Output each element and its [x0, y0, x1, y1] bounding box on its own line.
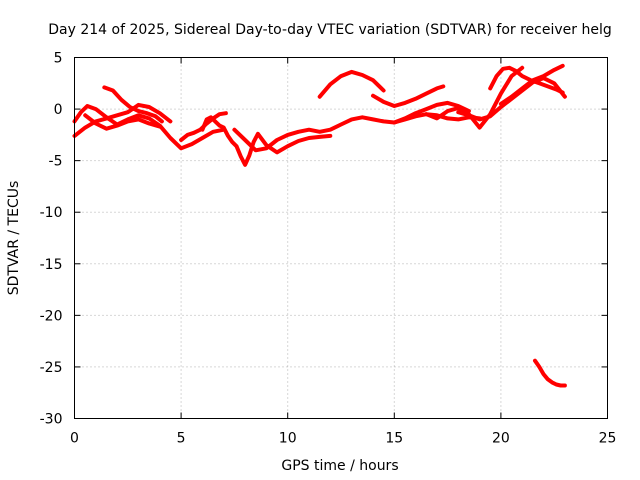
series-line-sat-track-14	[488, 65, 565, 95]
series-line-sat-track-1	[72, 104, 226, 151]
series-line-sat-track-8	[317, 69, 386, 99]
y-tick-label: -20	[40, 308, 63, 324]
x-tick-label: 0	[70, 431, 79, 447]
series-line-sat-track-15	[533, 358, 567, 388]
tick-marks	[74, 57, 608, 419]
x-tick-label: 15	[385, 431, 403, 447]
x-tick-label: 5	[177, 431, 186, 447]
series-line-sat-track-2	[72, 102, 173, 138]
y-tick-label: -10	[40, 205, 63, 221]
y-tick-label: -25	[40, 360, 63, 376]
series-line-sat-track-3	[102, 85, 164, 124]
x-axis-ticks: 0 5 10 15 20 25	[70, 431, 616, 447]
x-tick-label: 25	[599, 431, 617, 447]
series-line-sat-track-7	[232, 112, 482, 153]
chart-title: Day 214 of 2025, Sidereal Day-to-day VTE…	[48, 22, 611, 38]
series-line-sat-track-9	[371, 84, 446, 108]
x-tick-label: 20	[492, 431, 510, 447]
series-group	[72, 63, 567, 388]
y-tick-label: -5	[49, 154, 63, 170]
y-tick-label: -30	[40, 412, 63, 428]
grid-lines	[74, 57, 608, 419]
y-tick-label: 5	[54, 51, 63, 67]
x-axis-label: GPS time / hours	[281, 458, 398, 474]
series-line-sat-track-11	[424, 65, 525, 130]
y-axis-ticks: 5 0 -5 -10 -15 -20 -25 -30	[40, 51, 63, 428]
y-axis-label: SDTVAR / TECUs	[6, 181, 22, 296]
series-line-sat-track-5	[200, 115, 333, 167]
series-line-sat-track-6	[179, 111, 228, 142]
series-line-sat-track-10	[392, 100, 471, 125]
y-tick-label: 0	[54, 102, 63, 118]
series-line-sat-track-4	[83, 113, 162, 131]
y-tick-label: -15	[40, 257, 63, 273]
plot-frame	[74, 57, 608, 419]
x-tick-label: 10	[279, 431, 297, 447]
